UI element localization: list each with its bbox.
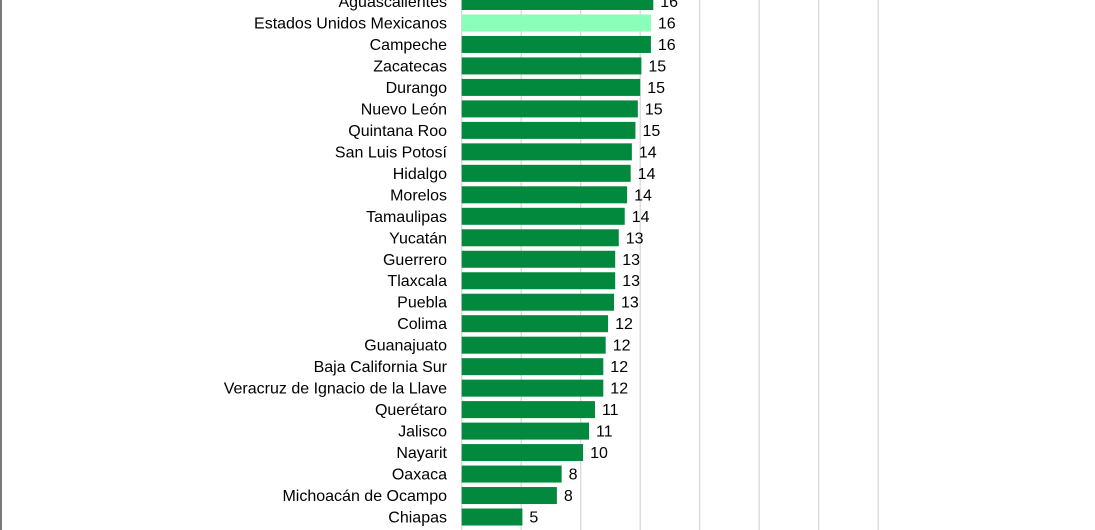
category-label: Yucatán [389, 230, 447, 247]
value-labels: 16 16 16 15 15 15 15 14 14 14 14 13 13 13 13 12 12 12 12 11… [529, 0, 678, 527]
category-label: Quintana Roo [348, 123, 447, 140]
category-label: Puebla [397, 295, 447, 312]
data-label: 13 [622, 252, 640, 269]
bar [461, 35, 651, 53]
data-label: 13 [621, 295, 639, 312]
bar [461, 164, 631, 182]
category-label: Morelos [390, 187, 447, 204]
bar [461, 14, 651, 32]
category-label: Guerrero [383, 252, 447, 269]
data-label: 12 [615, 316, 633, 333]
category-label: San Luis Potosí [335, 144, 448, 161]
bar [461, 121, 636, 139]
category-labels: Aguascalientes Estados Unidos Mexicanos Ca… [224, 0, 448, 527]
bar [461, 272, 616, 290]
category-label: Colima [397, 316, 447, 333]
bar [461, 465, 562, 483]
bar [461, 229, 619, 247]
category-label: Zacatecas [373, 58, 447, 75]
bar [461, 487, 557, 505]
data-label: 15 [647, 80, 665, 97]
category-label: Estados Unidos Mexicanos [254, 15, 447, 32]
category-label: Nuevo León [361, 101, 447, 118]
bar [461, 186, 628, 204]
category-label: Campeche [370, 37, 447, 54]
data-label: 14 [639, 144, 657, 161]
bar [461, 143, 632, 161]
data-label: 12 [613, 338, 631, 355]
category-label: Oaxaca [392, 467, 447, 484]
category-label: Guanajuato [364, 338, 447, 355]
data-label: 10 [590, 445, 608, 462]
data-label: 11 [596, 424, 613, 441]
bar [461, 315, 609, 333]
bar [461, 358, 604, 376]
data-label: 15 [645, 101, 663, 118]
bar [461, 0, 654, 10]
category-label: Jalisco [398, 424, 447, 441]
data-label: 12 [610, 381, 628, 398]
category-label: Aguascalientes [338, 0, 447, 11]
bar [461, 444, 584, 462]
category-label: Hidalgo [393, 166, 447, 183]
data-label: 15 [642, 123, 660, 140]
category-label: Veracruz de Ignacio de la Llave [224, 381, 447, 398]
category-label: Baja California Sur [314, 359, 448, 376]
data-label: 15 [648, 58, 666, 75]
data-label: 14 [634, 187, 652, 204]
bar [461, 401, 595, 419]
bar [461, 250, 616, 268]
data-label: 5 [529, 510, 538, 527]
bar [461, 508, 523, 526]
category-label: Chiapas [388, 510, 447, 527]
data-label: 13 [622, 273, 640, 290]
category-label: Nayarit [396, 445, 447, 462]
bars [461, 0, 654, 526]
bar [461, 379, 604, 397]
category-label: Tamaulipas [366, 209, 447, 226]
bar [461, 100, 638, 118]
data-label: 8 [564, 488, 573, 505]
category-label: Michoacán de Ocampo [282, 488, 447, 505]
bar [461, 78, 641, 96]
data-label: 11 [602, 402, 619, 419]
bar [461, 57, 642, 75]
category-label: Durango [386, 80, 447, 97]
category-label: Tlaxcala [387, 273, 447, 290]
data-label: 16 [658, 15, 676, 32]
data-label: 14 [638, 166, 656, 183]
bar [461, 293, 615, 311]
data-label: 16 [658, 37, 676, 54]
bar [461, 207, 625, 225]
data-label: 14 [632, 209, 650, 226]
category-label: Querétaro [375, 402, 447, 419]
bar [461, 336, 606, 354]
bar [461, 422, 590, 440]
data-label: 16 [660, 0, 678, 11]
data-label: 12 [610, 359, 628, 376]
data-label: 13 [626, 230, 644, 247]
data-label: 8 [569, 467, 578, 484]
